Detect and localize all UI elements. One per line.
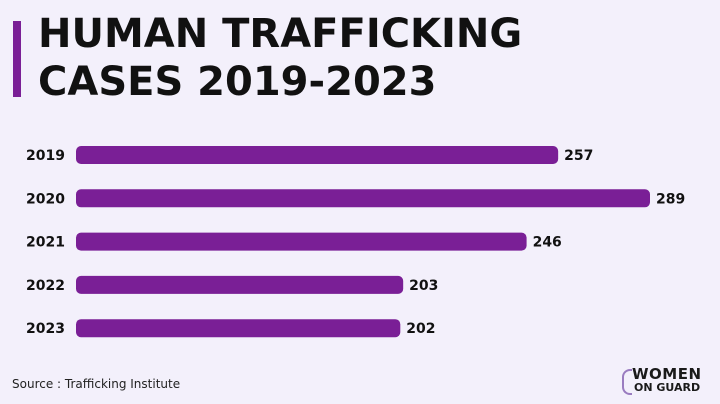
- data-label: 203: [409, 278, 438, 294]
- bar-2021: [76, 232, 527, 251]
- logo-mark-icon: [622, 369, 632, 395]
- data-label: 289: [656, 191, 685, 207]
- data-label: 246: [533, 235, 562, 251]
- bar-2023: [76, 319, 401, 338]
- category-label: 2020: [26, 191, 65, 207]
- title-line-1: HUMAN TRAFFICKING: [38, 11, 523, 57]
- logo-line-2: ON GUARD: [634, 381, 701, 394]
- data-label: 202: [406, 321, 435, 337]
- bar-2020: [76, 189, 650, 208]
- women-on-guard-logo: WOMEN ON GUARD: [622, 365, 718, 399]
- category-label: 2022: [26, 278, 65, 294]
- source-note: Source : Trafficking Institute: [12, 377, 181, 391]
- bar-2022: [76, 275, 404, 294]
- category-label: 2021: [26, 235, 65, 251]
- data-label: 257: [564, 148, 593, 164]
- category-label: 2023: [26, 321, 65, 337]
- title-line-2: CASES 2019-2023: [38, 59, 437, 105]
- title-accent-bar: [13, 21, 21, 97]
- category-label: 2019: [26, 148, 65, 164]
- chart-title: HUMAN TRAFFICKING CASES 2019-2023: [38, 10, 522, 106]
- bar-2019: [76, 146, 559, 164]
- logo-line-1: WOMEN: [632, 365, 702, 383]
